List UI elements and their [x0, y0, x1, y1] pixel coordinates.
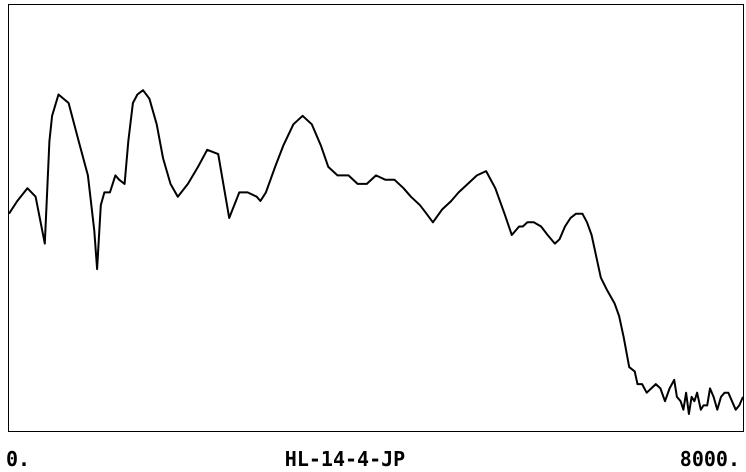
x-tick-label-min: 0. [6, 447, 30, 471]
series-line-0 [8, 89, 744, 415]
series-line-layer [8, 89, 744, 415]
plot-frame [8, 4, 744, 432]
x-tick-label-max: 8000. [680, 447, 740, 471]
x-axis-label: HL-14-4-JP [285, 447, 405, 471]
